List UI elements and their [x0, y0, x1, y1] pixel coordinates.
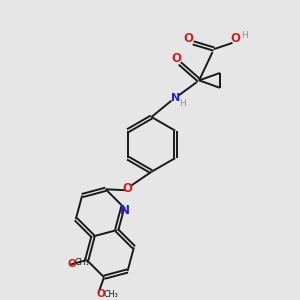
Text: H: H — [241, 31, 248, 40]
Text: O: O — [123, 182, 133, 195]
Text: CH₃: CH₃ — [104, 290, 119, 299]
Text: O: O — [171, 52, 181, 65]
Text: O: O — [184, 32, 194, 45]
Text: O: O — [67, 259, 76, 269]
Text: N: N — [171, 93, 180, 103]
Text: H: H — [179, 98, 185, 107]
Text: CH₃: CH₃ — [75, 258, 90, 267]
Text: O: O — [231, 32, 241, 45]
Text: O: O — [96, 289, 105, 299]
Text: N: N — [119, 204, 130, 217]
